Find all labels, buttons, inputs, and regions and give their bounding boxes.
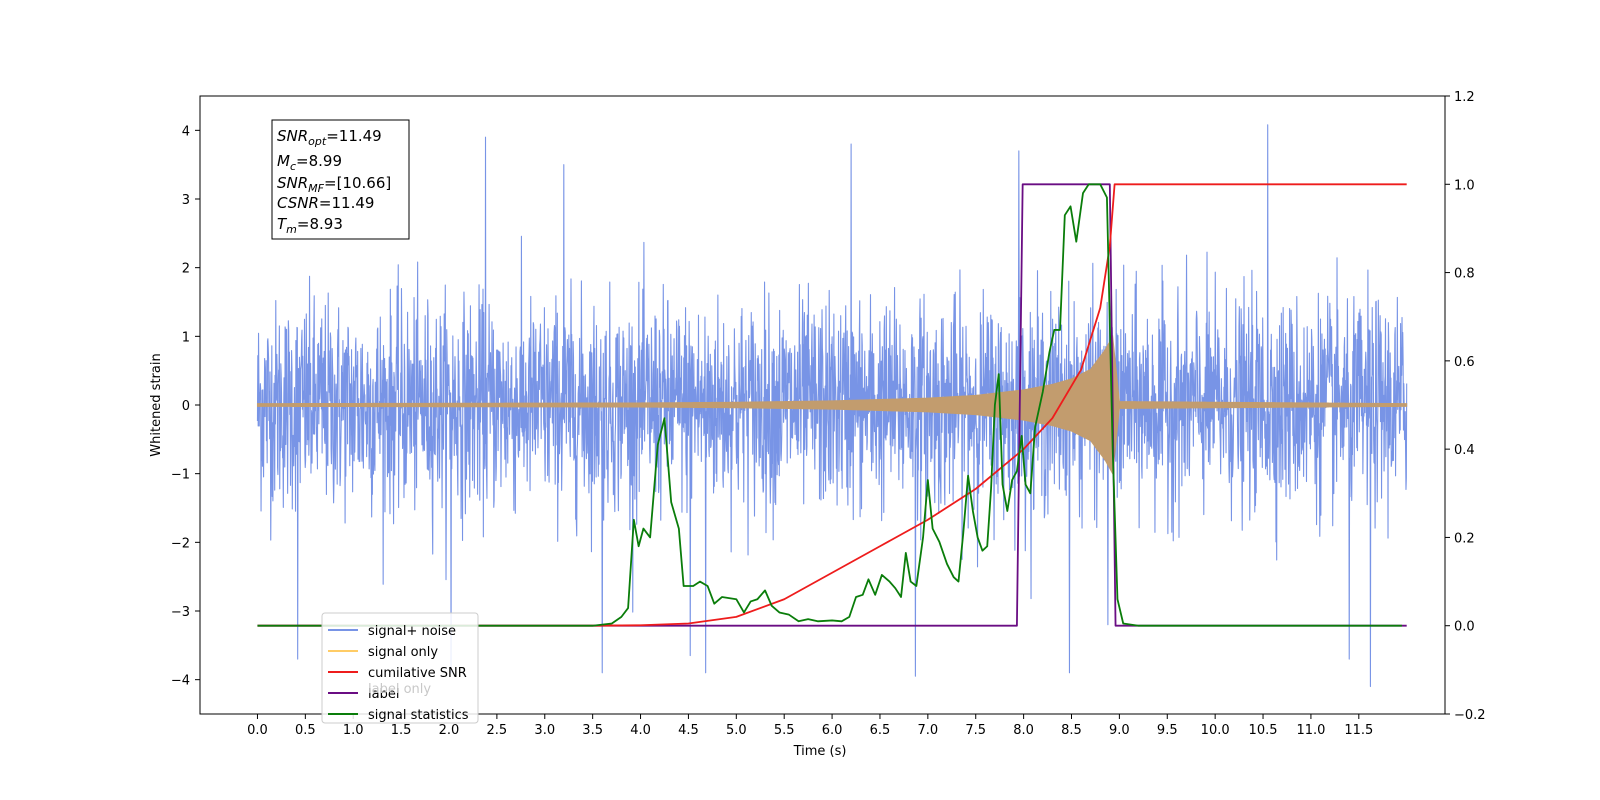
y-tick-label: 3 [182,193,190,208]
y-tick-label: 0 [182,399,190,414]
annotation-mc: Mc=8.99 [277,152,342,173]
y2-tick-label: 1.0 [1454,178,1475,193]
annotation-tm: Tm=8.93 [277,215,343,236]
y-tick-label: −3 [171,605,190,620]
y2-tick-label: 0.0 [1454,620,1475,635]
x-tick-label: 9.0 [1109,723,1130,738]
legend-ghost-label: label only [368,682,431,697]
x-tick-label: 10.0 [1201,723,1230,738]
x-tick-label: 7.0 [918,723,939,738]
x-tick-label: 6.0 [822,723,843,738]
annotation-csnr: CSNR=11.49 [277,194,374,212]
x-tick-label: 8.0 [1013,723,1034,738]
legend-entry-label: cumilative SNR [368,666,467,681]
x-axis-label: Time (s) [793,744,847,759]
x-tick-label: 9.5 [1157,723,1178,738]
x-tick-label: 3.5 [582,723,603,738]
x-tick-label: 7.5 [965,723,986,738]
y2-tick-label: −0.2 [1454,708,1486,723]
x-tick-label: 2.5 [487,723,508,738]
annotation-snr-opt: SNRopt=11.49 [277,127,382,148]
x-tick-label: 4.5 [678,723,699,738]
x-axis: 0.0 0.5 1.0 1.5 2.0 2.5 3.0 3.5 4.0 4.5 5.0 5.5 6.0 6… [247,714,1373,738]
legend-frame [321,612,479,724]
y-tick-label: 2 [182,262,190,277]
signal-noise-series [256,124,1408,688]
x-tick-label: 1.0 [343,723,364,738]
y2-tick-label: 0.8 [1454,267,1475,282]
x-tick-label: 5.5 [774,723,795,738]
line-series-group [257,183,1407,627]
y2-tick-label: 0.4 [1454,443,1475,458]
signal-statistics-line [257,183,1402,627]
y2-tick-label: 0.2 [1454,531,1475,546]
y-axis-left: 4 3 2 1 0 −1 −2 −3 −4 [171,124,200,689]
y-tick-label: −2 [171,536,190,551]
cumulative-snr-line [257,183,1407,627]
x-tick-label: 6.5 [870,723,891,738]
x-tick-label: 8.5 [1061,723,1082,738]
legend-entry-label: label [368,687,399,702]
y-tick-label: −4 [171,674,190,689]
signal-only-series [256,334,1408,476]
x-tick-label: 4.0 [630,723,651,738]
x-tick-label: 11.0 [1296,723,1325,738]
annotation-box: SNRopt=11.49 Mc=8.99 SNRMF=[10.66] CSNR=… [271,119,410,240]
y2-tick-label: 0.6 [1454,355,1475,370]
legend-entry-label: signal+ noise [368,624,456,639]
y-axis-label: Whitened strain [149,353,164,456]
annotation-snr-mf: SNRMF=[10.66] [277,174,391,195]
y-tick-label: 4 [182,124,190,139]
legend-entry-label: signal statistics [368,708,469,723]
x-tick-label: 1.5 [391,723,412,738]
x-tick-label: 3.0 [534,723,555,738]
y-tick-label: −1 [171,468,190,483]
x-tick-label: 2.0 [439,723,460,738]
signal-noise-line [256,124,1408,688]
y-tick-label: 1 [182,330,190,345]
y2-tick-label: 1.2 [1454,90,1475,105]
y-axis-right: 1.2 1.0 0.8 0.6 0.4 0.2 0.0 −0.2 [1445,90,1486,723]
x-tick-label: 5.0 [726,723,747,738]
x-tick-label: 0.5 [295,723,316,738]
x-tick-label: 0.0 [247,723,268,738]
x-tick-label: 10.5 [1249,723,1278,738]
legend-entry-label: signal only [368,645,438,660]
signal-only-envelope [256,334,1408,476]
x-tick-label: 11.5 [1344,723,1373,738]
